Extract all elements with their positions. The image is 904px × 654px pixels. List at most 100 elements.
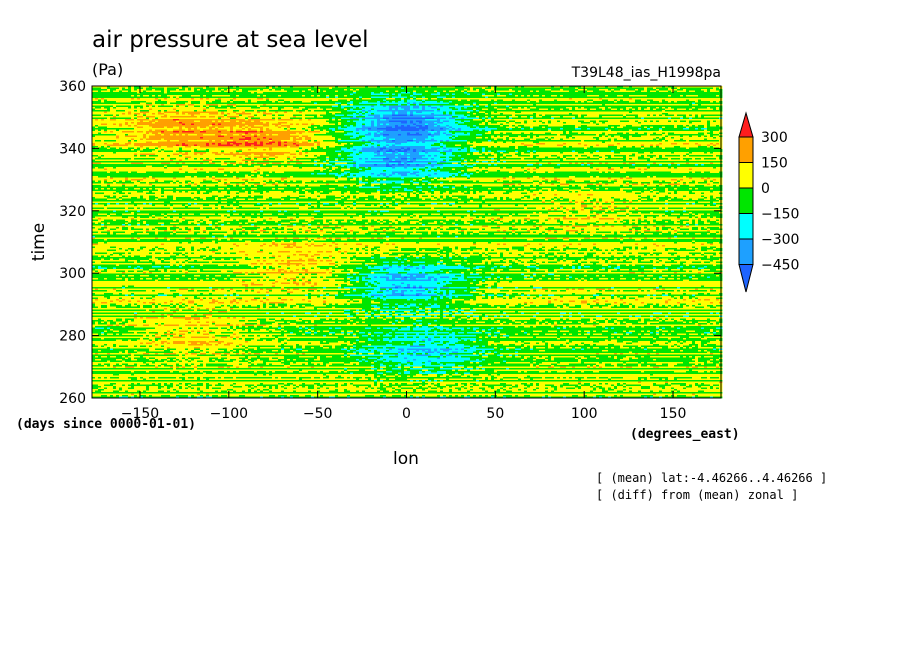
heatmap-cell	[326, 146, 330, 148]
heatmap-cell	[392, 167, 396, 169]
heatmap-cell	[344, 195, 348, 198]
heatmap-cell	[488, 131, 492, 133]
heatmap-cell	[299, 188, 306, 190]
heatmap-cell	[308, 140, 312, 142]
heatmap-cell	[359, 119, 363, 121]
heatmap-cell	[704, 132, 708, 135]
heatmap-cell	[275, 155, 306, 157]
heatmap-cell	[248, 155, 261, 157]
heatmap-cell	[233, 134, 240, 136]
heatmap-cell	[608, 125, 621, 127]
heatmap-cell	[233, 86, 237, 88]
heatmap-cell	[419, 194, 534, 196]
heatmap-cell	[263, 144, 279, 147]
heatmap-cell	[614, 179, 618, 181]
heatmap-cell	[602, 132, 606, 135]
heatmap-cell	[305, 191, 309, 193]
heatmap-cell	[368, 198, 378, 201]
heatmap-cell	[437, 179, 498, 181]
heatmap-cell	[188, 89, 192, 91]
heatmap-cell	[254, 185, 258, 187]
heatmap-cell	[455, 122, 459, 124]
heatmap-cell	[383, 203, 387, 205]
heatmap-cell	[461, 128, 498, 130]
heatmap-cell	[158, 105, 174, 108]
heatmap-cell	[662, 132, 666, 135]
heatmap-cell	[425, 125, 429, 127]
heatmap-cell	[356, 132, 360, 135]
heatmap-cell	[437, 198, 441, 201]
heatmap-cell	[713, 191, 723, 193]
heatmap-cell	[425, 138, 432, 141]
heatmap-cell	[137, 116, 144, 118]
heatmap-cell	[359, 183, 366, 186]
heatmap-cell	[440, 195, 444, 198]
heatmap-cell	[431, 189, 435, 192]
heatmap-cell	[446, 147, 462, 150]
heatmap-cell	[665, 126, 675, 129]
heatmap-cell	[194, 114, 225, 117]
heatmap-cell	[269, 180, 273, 183]
heatmap-cell	[419, 171, 450, 174]
heatmap-cell	[371, 141, 378, 144]
heatmap-cell	[581, 164, 585, 166]
heatmap-cell	[404, 101, 408, 103]
heatmap-cell	[434, 143, 441, 145]
heatmap-cell	[143, 179, 156, 181]
heatmap-cell	[329, 122, 339, 124]
heatmap-cell	[554, 167, 561, 169]
heatmap-cell	[386, 179, 414, 181]
heatmap-cell	[380, 173, 387, 175]
heatmap-cell	[545, 137, 549, 139]
heatmap-cell	[659, 90, 669, 93]
heatmap-cell	[518, 204, 525, 207]
heatmap-cell	[656, 144, 660, 147]
heatmap-cell	[260, 95, 264, 97]
heatmap-cell	[248, 125, 255, 127]
heatmap-cell	[407, 156, 411, 159]
heatmap-cell	[614, 201, 624, 204]
heatmap-cell	[116, 137, 120, 139]
heatmap-cell	[92, 107, 96, 109]
heatmap-cell	[638, 132, 645, 135]
heatmap-cell	[251, 156, 255, 159]
heatmap-cell	[194, 192, 198, 195]
heatmap-cell	[587, 90, 594, 93]
heatmap-cell	[326, 161, 330, 163]
heatmap-cell	[122, 195, 129, 198]
heatmap-cell	[254, 125, 264, 127]
heatmap-cell	[623, 126, 645, 129]
heatmap-cell	[161, 138, 165, 141]
heatmap-cell	[443, 105, 474, 108]
heatmap-cell	[554, 201, 570, 204]
heatmap-cell	[254, 158, 258, 160]
heatmap-cell	[548, 122, 552, 124]
heatmap-cell	[494, 95, 498, 97]
heatmap-cell	[662, 155, 666, 157]
heatmap-cell	[194, 89, 198, 91]
heatmap-cell	[659, 197, 672, 199]
heatmap-cell	[164, 150, 174, 153]
heatmap-cell	[380, 152, 384, 154]
heatmap-cell	[677, 125, 684, 127]
heatmap-cell	[458, 149, 462, 151]
heatmap-cell	[92, 143, 96, 145]
heatmap-cell	[308, 149, 312, 151]
heatmap-cell	[293, 101, 303, 103]
heatmap-cell	[686, 108, 690, 111]
heatmap-cell	[188, 105, 195, 108]
heatmap-cell	[683, 143, 690, 145]
heatmap-cell	[92, 137, 117, 139]
heatmap-cell	[239, 171, 252, 174]
heatmap-cell	[491, 161, 495, 163]
heatmap-cell	[647, 89, 657, 91]
heatmap-cell	[494, 197, 498, 199]
heatmap-cell	[185, 123, 192, 126]
heatmap-cell	[293, 137, 297, 139]
heatmap-cell	[545, 138, 549, 141]
heatmap-cell	[470, 120, 486, 123]
heatmap-cell	[611, 177, 621, 180]
heatmap-cell	[542, 188, 552, 190]
heatmap-cell	[668, 95, 672, 97]
heatmap-cell	[272, 117, 276, 120]
